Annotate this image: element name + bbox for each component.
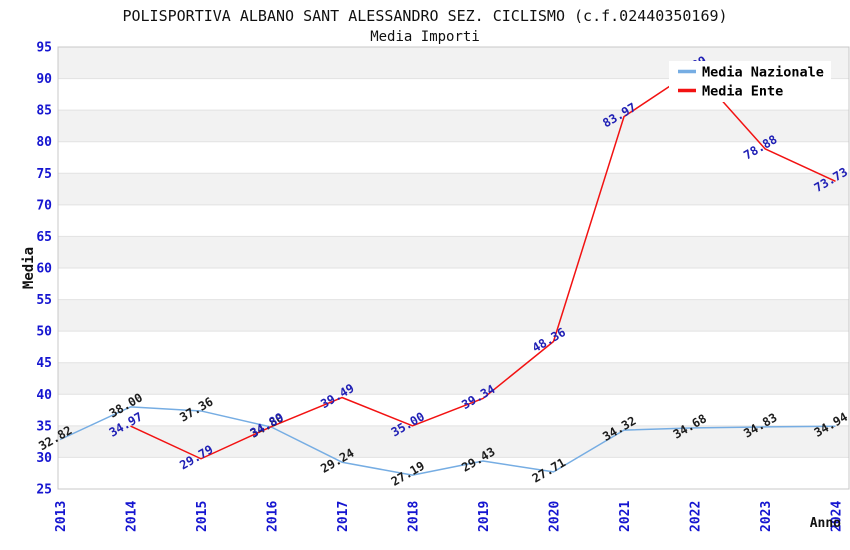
x-tick-label: 2023	[759, 501, 774, 532]
plot-band	[58, 268, 849, 300]
chart-subtitle: Media Importi	[370, 29, 480, 45]
chart-title: POLISPORTIVA ALBANO SANT ALESSANDRO SEZ.…	[122, 7, 727, 25]
y-tick-label: 45	[36, 356, 52, 371]
x-tick-label: 2017	[336, 501, 351, 532]
y-tick-label: 50	[36, 325, 52, 340]
plot-band	[58, 457, 849, 489]
x-tick-label: 2014	[125, 501, 140, 532]
legend-label-media-ente: Media Ente	[702, 84, 783, 100]
plot-band	[58, 331, 849, 363]
y-axis-title: Media	[21, 247, 37, 289]
legend: Media Nazionale Media Ente	[669, 61, 831, 102]
y-tick-label: 40	[36, 388, 52, 403]
y-tick-label: 65	[36, 230, 52, 245]
x-axis-title: Anno	[810, 516, 841, 531]
y-tick-label: 80	[36, 135, 52, 150]
x-axis-tick-labels: 2013 2014 2015 2016 2017 2018 2019 2020 2021 2022…	[54, 501, 845, 532]
series-line-media-nazionale	[59, 406, 836, 476]
x-tick-label: 2020	[548, 501, 563, 532]
x-tick-label: 2015	[195, 501, 210, 532]
y-tick-label: 75	[36, 167, 52, 182]
plot-band	[58, 173, 849, 205]
legend-label-media-nazionale: Media Nazionale	[702, 65, 824, 81]
y-tick-label: 55	[36, 293, 52, 308]
x-tick-label: 2016	[266, 501, 281, 532]
y-tick-label: 30	[36, 451, 52, 466]
y-tick-label: 70	[36, 198, 52, 213]
plot-band	[58, 236, 849, 268]
x-tick-label: 2018	[407, 501, 422, 532]
plot-band	[58, 425, 849, 458]
plot-band	[58, 110, 849, 142]
plot-band	[58, 299, 849, 332]
x-tick-label: 2013	[54, 501, 69, 532]
y-axis-tick-labels: 25 30 35 40 45 50 55 60 65 70 75 80 85 90 95	[36, 41, 52, 498]
x-tick-label: 2024	[830, 501, 845, 532]
y-tick-label: 35	[36, 419, 52, 434]
y-tick-label: 25	[36, 483, 52, 498]
legend-background	[669, 61, 831, 102]
x-tick-label: 2022	[689, 501, 704, 532]
plot-band	[58, 204, 849, 237]
y-tick-label: 85	[36, 104, 52, 119]
y-tick-label: 60	[36, 262, 52, 277]
y-tick-label: 90	[36, 72, 52, 87]
plot-band	[58, 141, 849, 174]
plot-band	[58, 362, 849, 395]
plot-border	[57, 46, 850, 490]
y-tick-label: 95	[36, 41, 52, 56]
x-tick-label: 2019	[477, 501, 492, 532]
x-tick-label: 2021	[618, 501, 633, 532]
